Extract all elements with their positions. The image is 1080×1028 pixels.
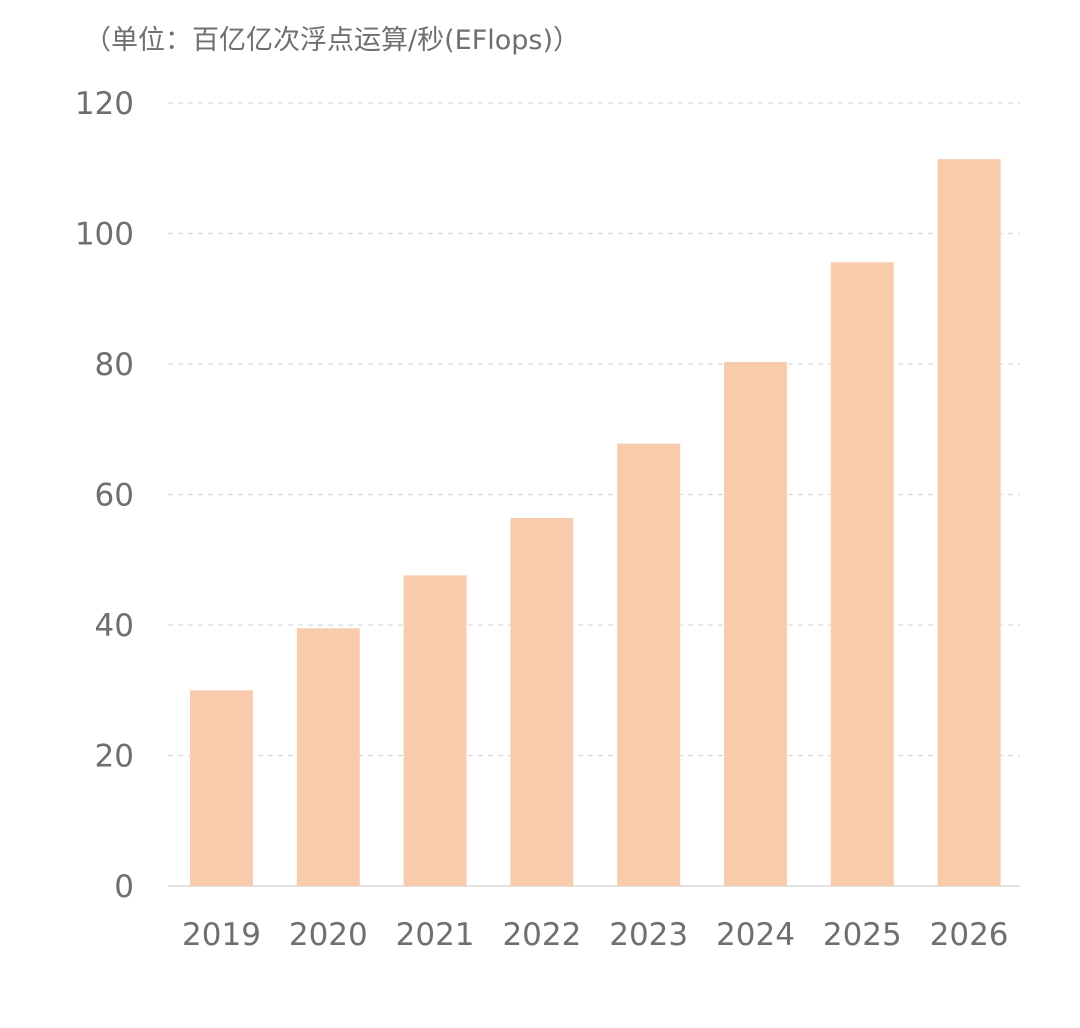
y-tick-label: 20 bbox=[95, 739, 134, 775]
x-axis-ticks: 2019 2020 2021 2022 2023 2024 2025 2026 bbox=[182, 917, 1009, 953]
bar-2026 bbox=[937, 159, 1001, 887]
x-tick-label: 2023 bbox=[609, 917, 688, 953]
bar-2025 bbox=[830, 262, 894, 887]
bar-2021 bbox=[403, 575, 467, 886]
y-tick-label: 0 bbox=[114, 869, 134, 905]
x-tick-label: 2025 bbox=[823, 917, 902, 953]
bar-2020 bbox=[296, 628, 360, 886]
y-tick-label: 120 bbox=[75, 86, 134, 122]
bar-2022 bbox=[510, 517, 574, 886]
x-tick-label: 2022 bbox=[502, 917, 581, 953]
y-tick-label: 100 bbox=[75, 217, 134, 253]
bar-2023 bbox=[617, 443, 681, 886]
y-tick-label: 60 bbox=[95, 478, 134, 514]
bar-2019 bbox=[190, 690, 253, 886]
x-tick-label: 2026 bbox=[930, 917, 1009, 953]
y-axis-ticks: 0 20 40 60 80 100 120 bbox=[75, 86, 134, 905]
y-tick-label: 40 bbox=[95, 608, 134, 644]
unit-label: （单位：百亿亿次浮点运算/秒(EFlops)） bbox=[84, 25, 580, 56]
x-tick-label: 2019 bbox=[182, 917, 261, 953]
x-tick-label: 2020 bbox=[289, 917, 368, 953]
y-tick-label: 80 bbox=[95, 347, 134, 383]
bars bbox=[190, 159, 1001, 887]
x-tick-label: 2024 bbox=[716, 917, 795, 953]
x-tick-label: 2021 bbox=[396, 917, 475, 953]
bar-2024 bbox=[724, 362, 787, 887]
